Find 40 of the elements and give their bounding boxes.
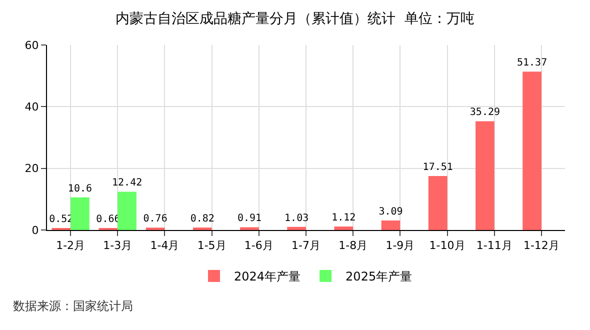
- data-label: 0.76: [143, 214, 168, 225]
- data-label: 51.37: [516, 58, 548, 69]
- data-label: 1.12: [332, 212, 356, 224]
- bar: [192, 227, 212, 230]
- y-tick-label: 60: [24, 38, 39, 52]
- data-label: 35.29: [470, 107, 500, 118]
- bar: [118, 192, 136, 230]
- bar: [428, 176, 448, 230]
- data-label: 3.09: [378, 206, 403, 218]
- data-label: 1.03: [284, 212, 309, 224]
- data-label: 0.91: [237, 213, 262, 224]
- data-label: 0.82: [190, 213, 214, 224]
- bar: [381, 220, 400, 230]
- data-label: 12.42: [112, 178, 142, 189]
- x-tick-label: 1-11月: [476, 239, 512, 252]
- x-tick-label: 1-10月: [429, 239, 466, 252]
- chart-title: 内蒙古自治区成品糖产量分月（累计值）统计 单位：万吨: [116, 11, 474, 27]
- y-tick-label: 20: [24, 162, 39, 176]
- x-tick-label: 1-12月: [523, 239, 560, 252]
- bar: [70, 197, 90, 230]
- source-note: 数据来源：国家统计局: [13, 299, 133, 313]
- data-label: 17.51: [422, 162, 453, 174]
- bar: [522, 72, 542, 230]
- y-tick-label: 0: [32, 224, 39, 237]
- data-label: 10.6: [68, 183, 92, 194]
- legend-label: 2025年产量: [346, 270, 412, 284]
- y-tick-label: 40: [24, 100, 39, 114]
- bar: [287, 226, 306, 230]
- bar: [334, 226, 354, 230]
- x-tick-label: 1-2月: [56, 239, 86, 252]
- x-tick-label: 1-3月: [103, 239, 132, 252]
- x-tick-label: 1-5月: [197, 239, 226, 252]
- x-tick-label: 1-9月: [386, 239, 415, 252]
- x-tick-label: 1-7月: [292, 239, 320, 252]
- x-tick-label: 1-6月: [244, 239, 274, 252]
- x-tick-label: 1-4月: [150, 239, 180, 252]
- x-tick-label: 1-8月: [338, 239, 368, 252]
- bar: [476, 121, 494, 230]
- legend-label: 2024年产量: [234, 270, 301, 284]
- bar: [240, 227, 259, 230]
